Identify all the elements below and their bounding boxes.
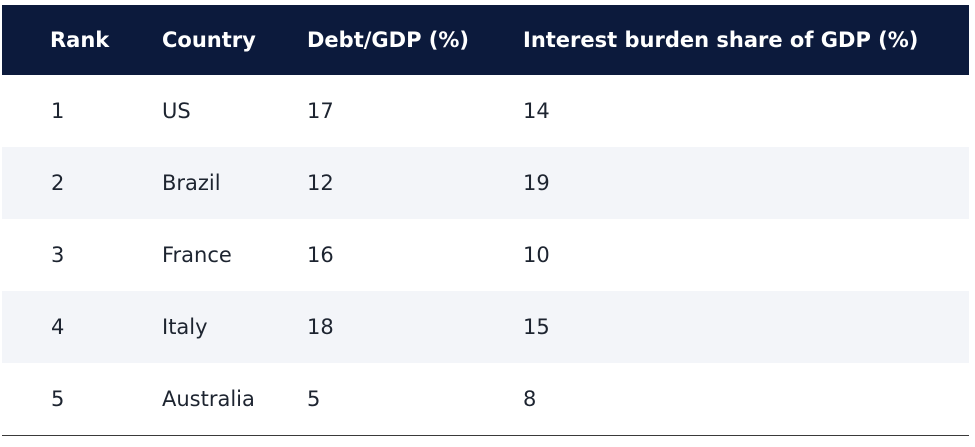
header-row: Rank Country Debt/GDP (%) Interest burde… <box>2 5 969 75</box>
column-header-rank: Rank <box>50 28 110 52</box>
column-header-country: Country <box>162 28 256 52</box>
cell-interest-burden: 8 <box>523 386 537 411</box>
table-row: 4 Italy 18 15 <box>2 291 969 363</box>
cell-debt-gdp: 5 <box>307 386 321 411</box>
debt-ranking-table: Rank Country Debt/GDP (%) Interest burde… <box>2 5 969 436</box>
cell-debt-gdp: 16 <box>307 243 334 267</box>
table-row: 1 US 17 14 <box>2 75 969 147</box>
table-body: 1 US 17 14 2 Brazil 12 19 3 France 16 10… <box>2 75 969 435</box>
cell-interest-burden: 14 <box>523 99 550 123</box>
cell-interest-burden: 15 <box>523 315 550 339</box>
cell-country: France <box>162 243 232 267</box>
cell-rank: 5 <box>51 386 65 411</box>
data-table-container: Rank Country Debt/GDP (%) Interest burde… <box>2 5 969 436</box>
column-header-debt-gdp: Debt/GDP (%) <box>307 28 470 52</box>
cell-debt-gdp: 12 <box>307 171 334 195</box>
cell-rank: 4 <box>51 315 65 339</box>
cell-country: US <box>162 99 191 123</box>
cell-rank: 1 <box>51 99 65 123</box>
cell-interest-burden: 10 <box>523 243 550 267</box>
table-row: 2 Brazil 12 19 <box>2 147 969 219</box>
cell-interest-burden: 19 <box>523 171 550 195</box>
table-row: 3 France 16 10 <box>2 219 969 291</box>
cell-country: Brazil <box>162 171 221 195</box>
cell-country: Italy <box>162 315 208 339</box>
cell-country: Australia <box>162 386 255 411</box>
cell-debt-gdp: 18 <box>307 315 334 339</box>
cell-debt-gdp: 17 <box>307 99 334 123</box>
table-header: Rank Country Debt/GDP (%) Interest burde… <box>2 5 969 75</box>
cell-rank: 2 <box>51 171 65 195</box>
cell-rank: 3 <box>51 243 65 267</box>
column-header-interest-burden: Interest burden share of GDP (%) <box>523 28 919 52</box>
table-row: 5 Australia 5 8 <box>2 363 969 435</box>
